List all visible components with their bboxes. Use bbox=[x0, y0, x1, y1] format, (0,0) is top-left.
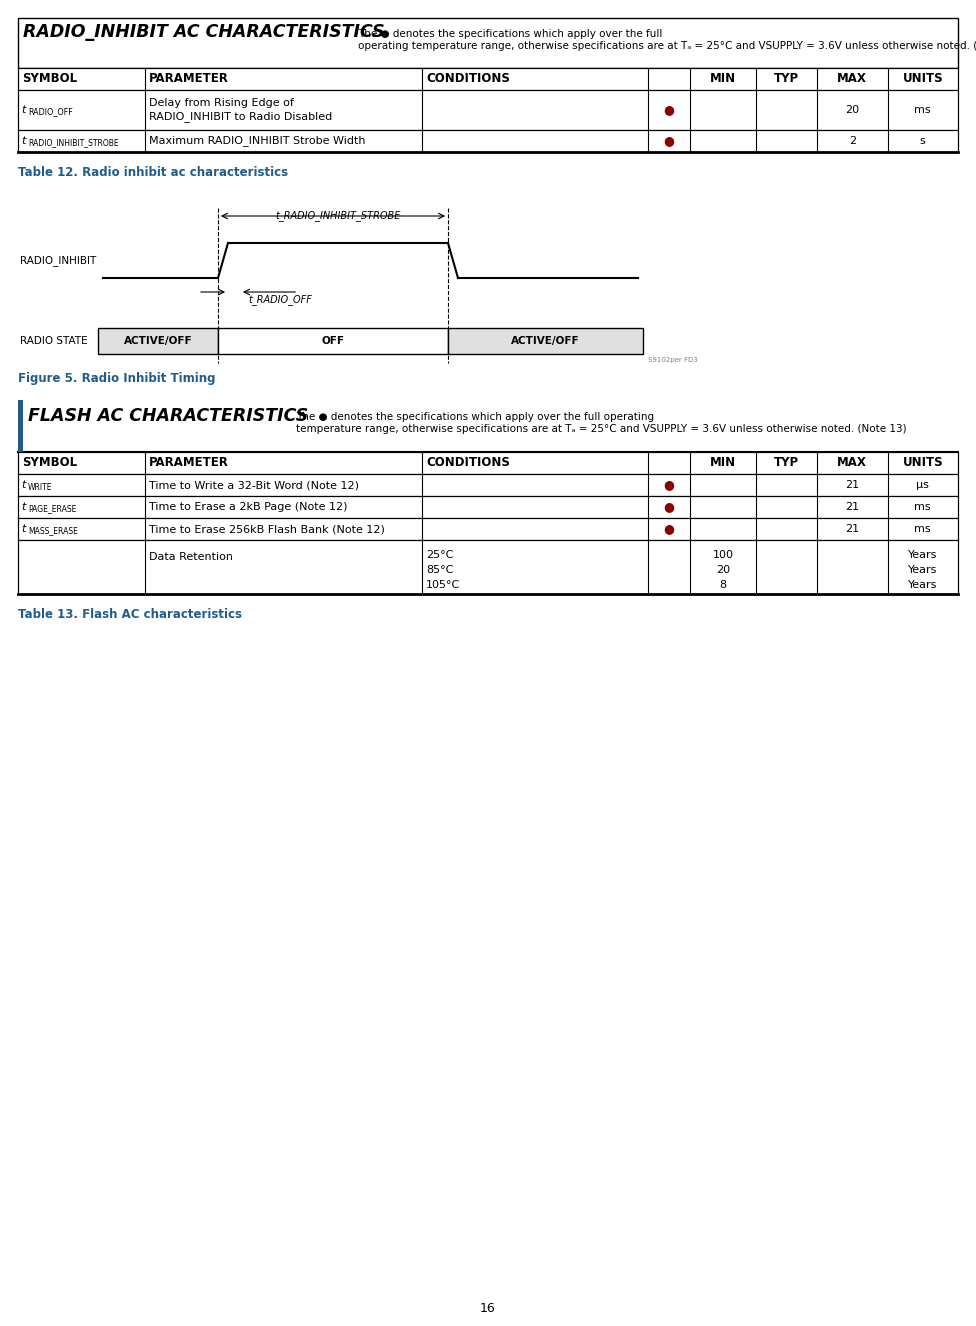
Text: Maximum RADIO_INHIBIT Strobe Width: Maximum RADIO_INHIBIT Strobe Width bbox=[149, 135, 365, 146]
Text: RADIO_INHIBIT AC CHARACTERISTICS: RADIO_INHIBIT AC CHARACTERISTICS bbox=[23, 23, 385, 41]
Text: Time to Erase a 2kB Page (Note 12): Time to Erase a 2kB Page (Note 12) bbox=[149, 503, 347, 512]
Text: t: t bbox=[21, 480, 25, 491]
Text: ●: ● bbox=[664, 479, 674, 492]
Text: 100
20
8: 100 20 8 bbox=[712, 550, 734, 590]
Text: MIN: MIN bbox=[710, 73, 736, 85]
Text: UNITS: UNITS bbox=[903, 73, 943, 85]
Bar bbox=[18, 19, 958, 68]
Text: 16: 16 bbox=[480, 1302, 496, 1314]
Text: t: t bbox=[21, 105, 25, 115]
Bar bbox=[18, 518, 958, 540]
Text: ●: ● bbox=[664, 500, 674, 513]
Text: 21: 21 bbox=[845, 524, 859, 534]
Bar bbox=[18, 68, 958, 90]
Text: SYMBOL: SYMBOL bbox=[22, 456, 77, 469]
Text: 25°C
85°C
105°C: 25°C 85°C 105°C bbox=[427, 550, 461, 590]
Text: t: t bbox=[21, 137, 25, 146]
Text: ●: ● bbox=[664, 103, 674, 117]
Text: ●: ● bbox=[664, 522, 674, 536]
Text: ●: ● bbox=[664, 134, 674, 147]
Text: FLASH AC CHARACTERISTICS: FLASH AC CHARACTERISTICS bbox=[28, 407, 308, 426]
Text: Delay from Rising Edge of
RADIO_INHIBIT to Radio Disabled: Delay from Rising Edge of RADIO_INHIBIT … bbox=[149, 98, 332, 122]
Text: MIN: MIN bbox=[710, 456, 736, 469]
Text: s: s bbox=[919, 137, 925, 146]
Bar bbox=[218, 328, 448, 354]
Text: ACTIVE/OFF: ACTIVE/OFF bbox=[511, 335, 580, 346]
Bar bbox=[18, 400, 958, 452]
Text: TYP: TYP bbox=[774, 73, 799, 85]
Text: t_RADIO_INHIBIT_STROBE: t_RADIO_INHIBIT_STROBE bbox=[275, 211, 401, 221]
Text: MAX: MAX bbox=[837, 73, 868, 85]
Bar bbox=[18, 130, 958, 152]
Text: t: t bbox=[21, 524, 25, 534]
Text: ms: ms bbox=[915, 105, 931, 115]
Text: PARAMETER: PARAMETER bbox=[149, 456, 228, 469]
Text: t: t bbox=[21, 503, 25, 512]
Bar bbox=[18, 400, 23, 452]
Text: Figure 5. Radio Inhibit Timing: Figure 5. Radio Inhibit Timing bbox=[18, 373, 216, 385]
Text: ms: ms bbox=[915, 524, 931, 534]
Text: The ● denotes the specifications which apply over the full
operating temperature: The ● denotes the specifications which a… bbox=[358, 29, 976, 50]
Text: MAX: MAX bbox=[837, 456, 868, 469]
Text: CONDITIONS: CONDITIONS bbox=[427, 73, 510, 85]
Text: RADIO STATE: RADIO STATE bbox=[20, 335, 88, 346]
Text: UNITS: UNITS bbox=[903, 456, 943, 469]
Text: RADIO_INHIBIT_STROBE: RADIO_INHIBIT_STROBE bbox=[28, 138, 119, 147]
Bar bbox=[18, 452, 958, 473]
Text: μs: μs bbox=[916, 480, 929, 491]
Text: Time to Erase 256kB Flash Bank (Note 12): Time to Erase 256kB Flash Bank (Note 12) bbox=[149, 524, 385, 534]
Text: PAGE_ERASE: PAGE_ERASE bbox=[28, 504, 76, 513]
Text: OFF: OFF bbox=[321, 335, 345, 346]
Bar bbox=[18, 90, 958, 130]
Text: Data Retention: Data Retention bbox=[149, 552, 233, 562]
Text: Table 12. Radio inhibit ac characteristics: Table 12. Radio inhibit ac characteristi… bbox=[18, 166, 288, 179]
Bar bbox=[98, 328, 218, 354]
Text: S9102per FD3: S9102per FD3 bbox=[648, 357, 698, 363]
Text: 21: 21 bbox=[845, 503, 859, 512]
Bar bbox=[18, 473, 958, 496]
Bar bbox=[448, 328, 643, 354]
Text: ACTIVE/OFF: ACTIVE/OFF bbox=[124, 335, 192, 346]
Text: 2: 2 bbox=[849, 137, 856, 146]
Text: Table 13. Flash AC characteristics: Table 13. Flash AC characteristics bbox=[18, 609, 242, 621]
Text: Time to Write a 32-Bit Word (Note 12): Time to Write a 32-Bit Word (Note 12) bbox=[149, 480, 359, 491]
Text: MASS_ERASE: MASS_ERASE bbox=[28, 526, 78, 536]
Text: ms: ms bbox=[915, 503, 931, 512]
Bar bbox=[18, 540, 958, 594]
Text: t_RADIO_OFF: t_RADIO_OFF bbox=[248, 294, 312, 305]
Text: SYMBOL: SYMBOL bbox=[22, 73, 77, 85]
Text: The ● denotes the specifications which apply over the full operating
temperature: The ● denotes the specifications which a… bbox=[296, 412, 907, 434]
Text: Years
Years
Years: Years Years Years bbox=[908, 550, 937, 590]
Text: PARAMETER: PARAMETER bbox=[149, 73, 228, 85]
Bar bbox=[18, 496, 958, 518]
Text: WRITE: WRITE bbox=[28, 483, 53, 492]
Text: RADIO_OFF: RADIO_OFF bbox=[28, 107, 73, 117]
Text: TYP: TYP bbox=[774, 456, 799, 469]
Text: 20: 20 bbox=[845, 105, 859, 115]
Text: 21: 21 bbox=[845, 480, 859, 491]
Text: RADIO_INHIBIT: RADIO_INHIBIT bbox=[20, 255, 97, 267]
Text: CONDITIONS: CONDITIONS bbox=[427, 456, 510, 469]
